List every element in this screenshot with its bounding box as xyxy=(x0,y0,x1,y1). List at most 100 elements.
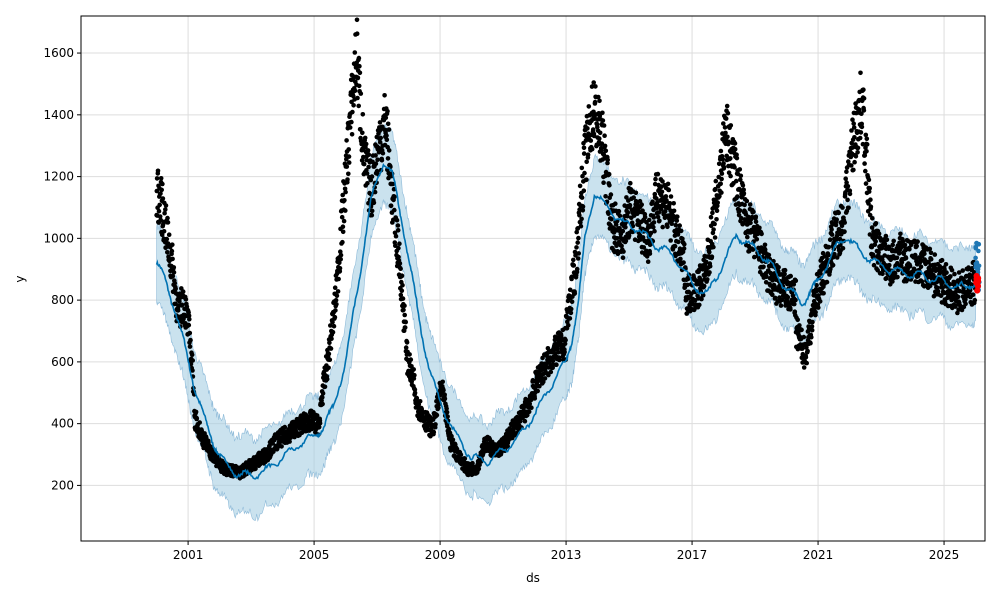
actual-point xyxy=(326,351,332,357)
actual-point xyxy=(834,237,839,242)
actual-point xyxy=(333,298,339,303)
actual-point xyxy=(631,195,636,200)
actual-point xyxy=(186,322,192,328)
actual-point xyxy=(876,231,882,236)
actual-point xyxy=(402,303,407,309)
actual-point xyxy=(793,278,799,284)
actual-point xyxy=(444,410,450,415)
actual-point xyxy=(171,265,177,270)
actual-point xyxy=(187,316,192,322)
actual-point xyxy=(613,222,619,227)
actual-point xyxy=(441,387,446,393)
actual-point xyxy=(368,177,374,183)
actual-point xyxy=(651,220,657,225)
actual-point xyxy=(607,183,612,188)
actual-point xyxy=(616,208,622,214)
actual-point xyxy=(331,323,337,329)
actual-point xyxy=(327,357,333,363)
actual-point xyxy=(346,154,352,159)
actual-point xyxy=(563,337,568,343)
actual-point xyxy=(417,399,423,404)
actual-point xyxy=(338,257,344,262)
actual-point xyxy=(628,180,633,186)
actual-point xyxy=(449,433,454,439)
actual-point xyxy=(761,264,766,270)
actual-point xyxy=(902,242,908,248)
actual-point xyxy=(568,306,574,312)
actual-point xyxy=(960,268,965,273)
actual-point xyxy=(404,340,410,345)
actual-point xyxy=(339,214,345,220)
actual-point xyxy=(169,248,175,254)
actual-point xyxy=(663,194,669,199)
actual-point xyxy=(728,123,734,128)
actual-point xyxy=(863,168,868,174)
actual-point xyxy=(393,243,398,248)
actual-point xyxy=(597,136,602,141)
actual-point xyxy=(340,239,345,245)
actual-point xyxy=(754,237,760,242)
actual-point xyxy=(654,196,659,201)
actual-point xyxy=(685,276,691,282)
actual-point xyxy=(884,275,889,281)
actual-point xyxy=(590,127,596,132)
actual-point xyxy=(737,208,743,213)
actual-point xyxy=(658,206,664,212)
actual-point xyxy=(824,279,830,285)
actual-point xyxy=(385,156,391,161)
actual-point xyxy=(334,302,339,307)
actual-point xyxy=(341,218,347,224)
actual-point xyxy=(669,221,674,226)
actual-point xyxy=(633,190,639,196)
actual-point xyxy=(744,198,750,204)
actual-point xyxy=(571,257,576,263)
actual-point xyxy=(385,108,390,114)
actual-point xyxy=(189,352,195,358)
actual-point xyxy=(770,292,775,298)
actual-point xyxy=(412,390,418,396)
actual-point xyxy=(733,178,739,184)
actual-point xyxy=(358,127,363,132)
actual-point xyxy=(718,181,723,186)
actual-point xyxy=(625,213,630,219)
actual-point xyxy=(647,251,653,256)
actual-point xyxy=(532,396,538,401)
actual-point xyxy=(864,136,870,142)
actual-point xyxy=(839,223,845,228)
actual-point xyxy=(894,255,900,261)
actual-point xyxy=(397,241,402,246)
actual-point xyxy=(554,362,559,368)
actual-point xyxy=(571,263,577,268)
x-tick-label: 2017 xyxy=(677,548,708,562)
recent-point xyxy=(975,277,982,284)
actual-point xyxy=(393,233,399,239)
actual-point xyxy=(601,180,606,185)
actual-point xyxy=(873,234,879,240)
actual-point xyxy=(588,138,594,143)
actual-point xyxy=(666,187,672,193)
y-tick-label: 1200 xyxy=(43,170,74,184)
actual-point xyxy=(764,274,769,280)
actual-point xyxy=(732,141,738,146)
actual-point xyxy=(155,168,161,174)
actual-point xyxy=(562,349,567,355)
actual-point xyxy=(392,207,397,213)
actual-point xyxy=(407,352,412,357)
actual-point xyxy=(772,295,778,301)
actual-point xyxy=(728,156,733,161)
actual-point xyxy=(757,225,762,231)
actual-point xyxy=(763,280,769,285)
actual-point xyxy=(849,128,854,133)
actual-point xyxy=(373,153,378,158)
actual-point xyxy=(397,261,403,266)
actual-point xyxy=(665,181,671,187)
actual-point xyxy=(446,426,452,432)
actual-point xyxy=(842,229,847,234)
actual-point xyxy=(970,292,976,298)
actual-point xyxy=(575,256,581,261)
actual-point xyxy=(499,450,504,455)
actual-point xyxy=(352,88,358,94)
actual-point xyxy=(740,183,746,188)
actual-point xyxy=(829,227,834,232)
actual-point xyxy=(801,334,807,340)
